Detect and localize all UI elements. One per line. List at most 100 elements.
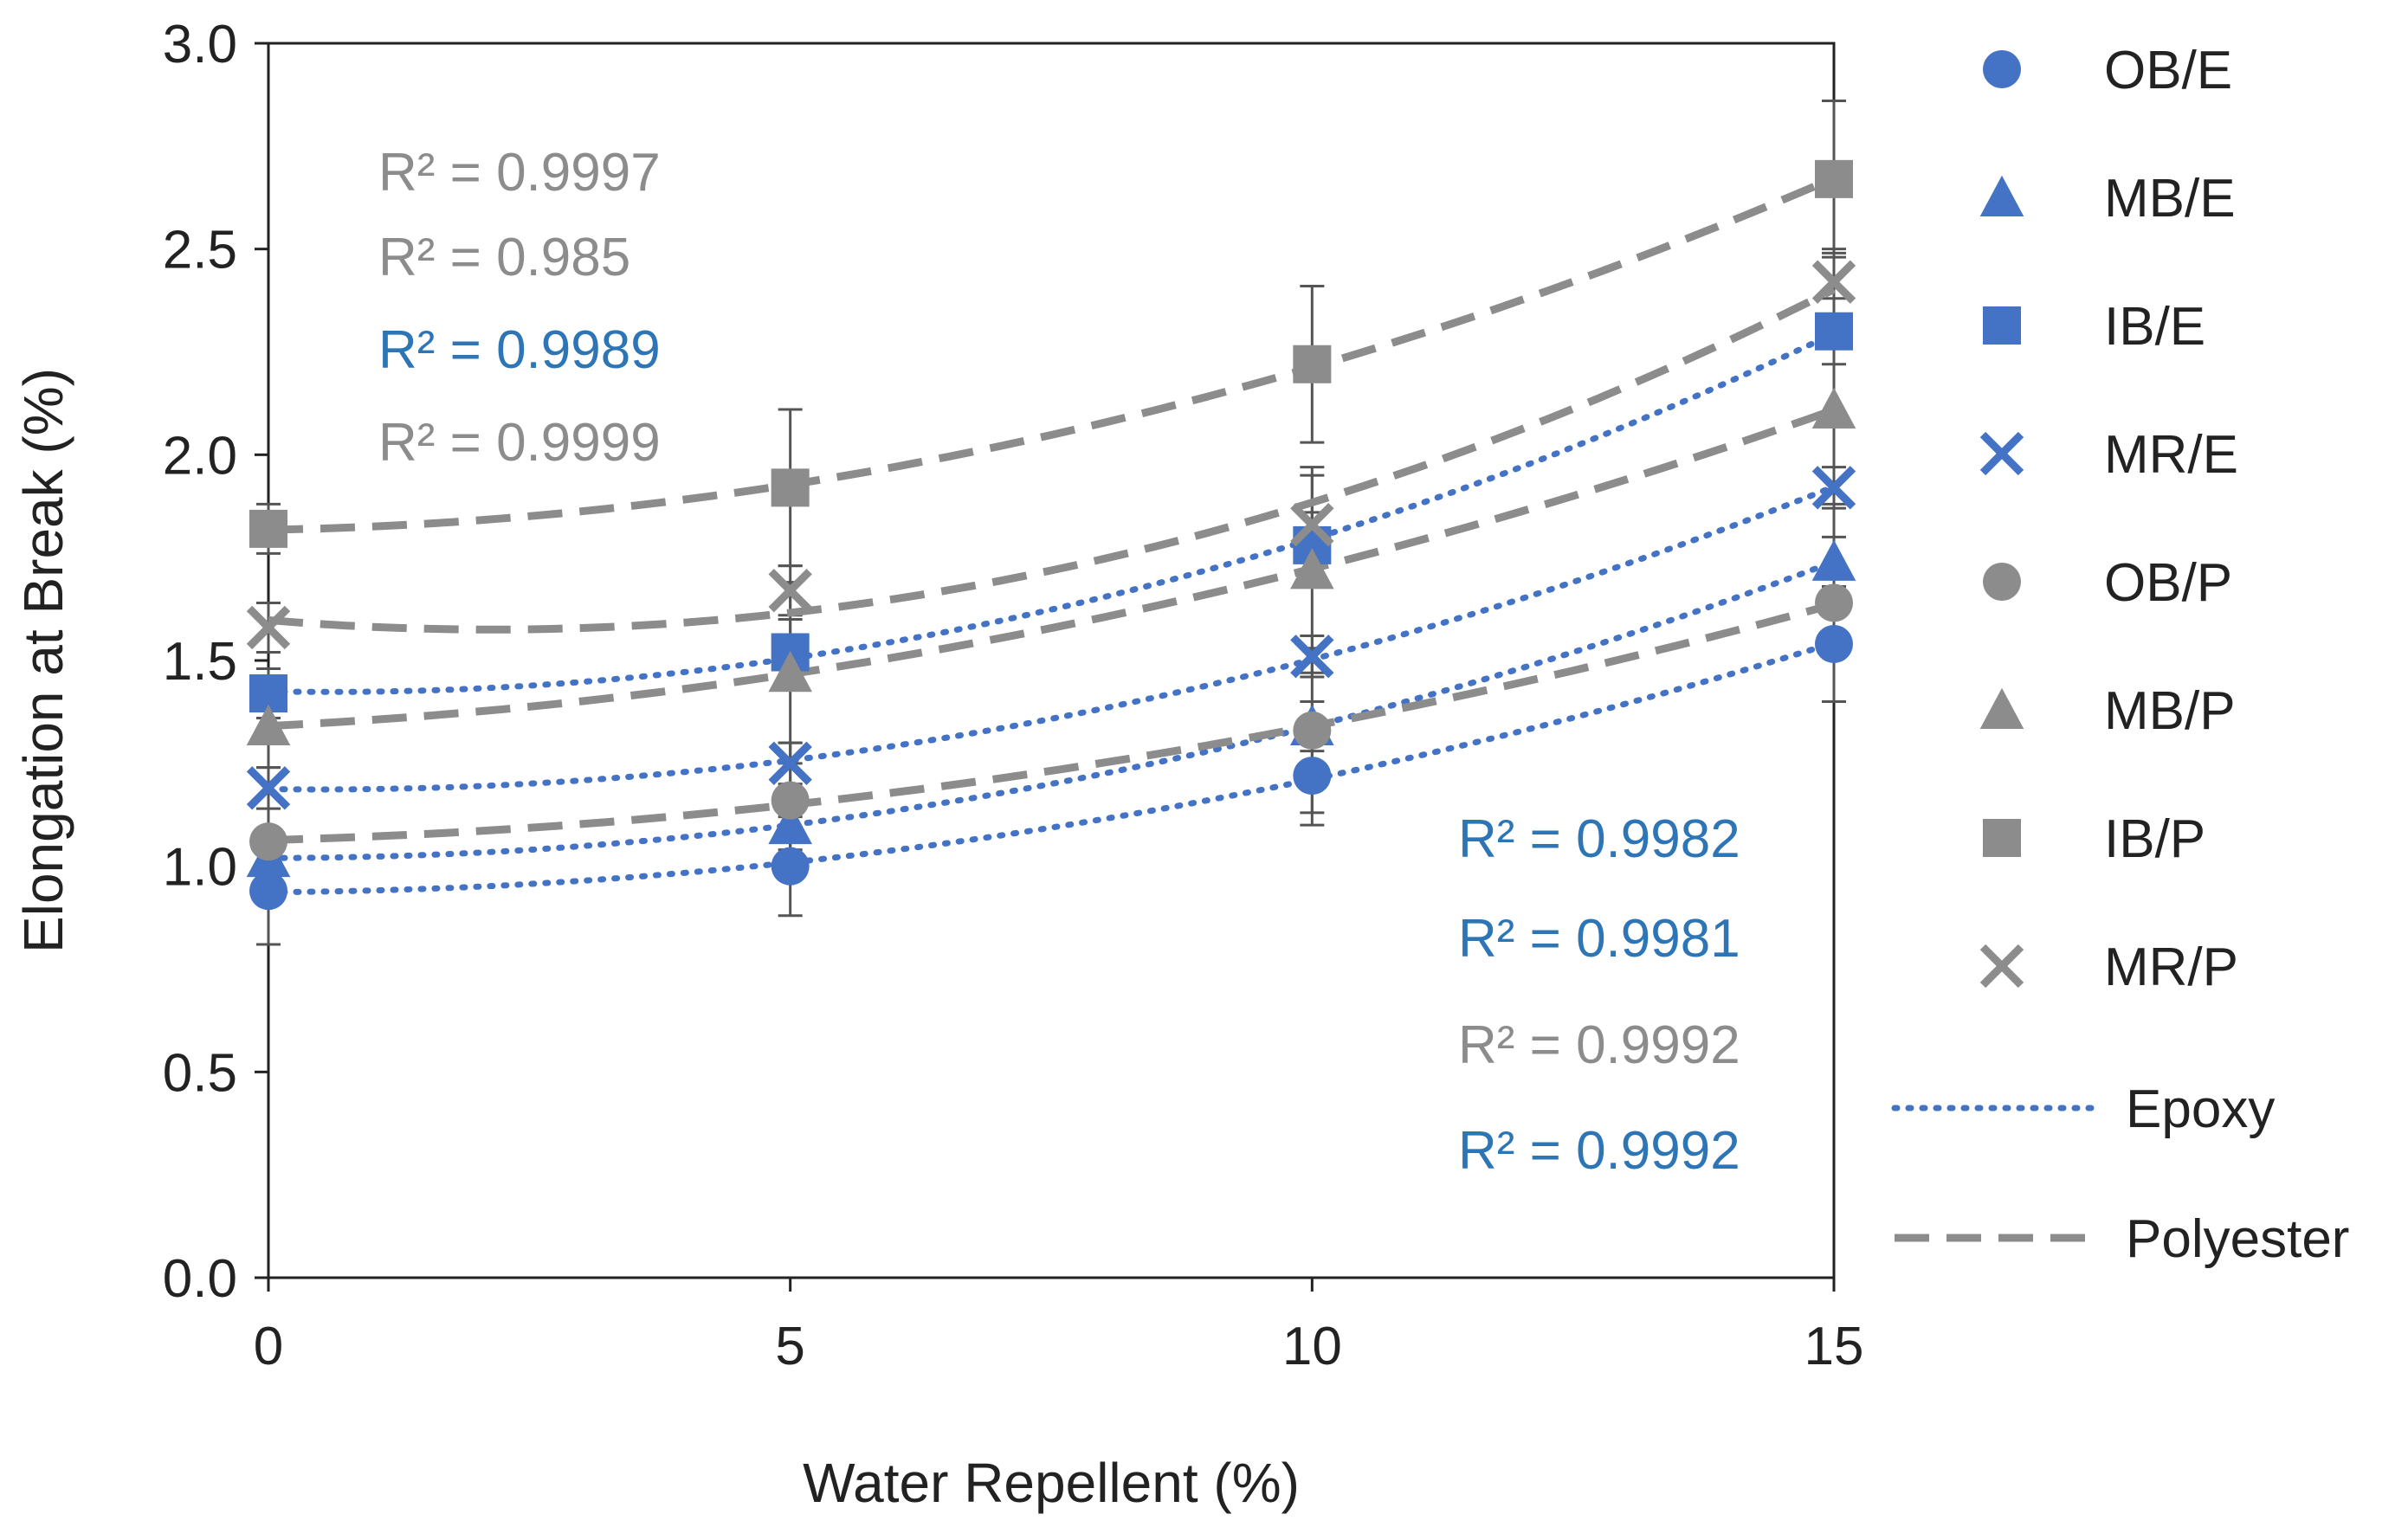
r-squared-annotations: R² = 0.9997 R² = 0.985 R² = 0.9989 R² = 0.9… [378, 143, 1740, 1181]
y-tick-label: 1.5 [163, 632, 237, 692]
legend-entry: MR/P [1979, 937, 2238, 997]
data-point-mr-e [1811, 466, 1856, 510]
legend-label: MR/P [2104, 937, 2238, 997]
legend-label: MR/E [2104, 425, 2238, 485]
legend-label: OB/E [2104, 41, 2232, 100]
x-tick-label: 5 [775, 1317, 804, 1376]
data-point-ob-e [249, 872, 287, 911]
data-point-ob-e [771, 847, 810, 886]
y-tick-label: 0.0 [163, 1249, 237, 1309]
data-point-ib-p [771, 468, 810, 507]
data-point-mb-p [1811, 387, 1856, 429]
axes: 0.0 0.5 1.0 1.5 2.0 2.5 3.0 0 5 10 15 [163, 15, 1864, 1376]
data-point-ob-p [1815, 583, 1853, 622]
r-squared-label: R² = 0.9992 [1458, 1015, 1740, 1075]
data-point-mb-p [768, 650, 812, 693]
data-point-mr-e [768, 741, 812, 786]
legend-entry: Epoxy [1891, 1079, 2275, 1139]
data-point-mr-p [1290, 502, 1334, 547]
legend-label: OB/P [2104, 553, 2232, 613]
data-point-ob-e [1293, 757, 1332, 796]
legend-marker-mb-e [1979, 175, 2024, 216]
legend-marker-mb-p [1979, 687, 2024, 729]
legend-entry: IB/P [1983, 809, 2205, 869]
trendline-ob-p [268, 600, 1836, 844]
legend-entry: IB/E [1983, 297, 2205, 357]
y-tick-label: 0.5 [163, 1043, 237, 1103]
legend-marker-mr-p [1979, 944, 2024, 989]
legend-marker-mr-e [1979, 431, 2024, 476]
data-point-mr-p [1811, 260, 1856, 304]
trendline-mr-p [268, 286, 1837, 634]
x-marker-stroke [1290, 502, 1334, 547]
r-squared-label: R² = 0.9999 [378, 413, 661, 473]
x-tick-label: 0 [254, 1317, 283, 1376]
legend-marker-ob-p [1983, 563, 2021, 601]
x-marker-stroke [1979, 944, 2024, 989]
legend-label: MB/P [2104, 681, 2236, 741]
legend: OB/E MB/E IB/E MR/E OB/P MB/P IB/P MR/P Epoxy Pol… [1891, 41, 2349, 1269]
x-tick-label: 10 [1282, 1317, 1342, 1376]
x-marker-stroke [1811, 466, 1856, 510]
data-point-ib-p [1293, 345, 1332, 383]
x-marker-stroke [768, 741, 812, 786]
data-point-ob-e [1815, 624, 1853, 663]
legend-entry: OB/P [1983, 553, 2232, 613]
data-point-ob-p [1293, 711, 1332, 750]
data-point-mr-e [1290, 635, 1334, 679]
r-squared-label: R² = 0.9982 [1458, 809, 1740, 869]
y-tick-label: 1.0 [163, 838, 237, 898]
r-squared-label: R² = 0.9992 [1458, 1121, 1740, 1181]
x-marker-stroke [246, 766, 291, 810]
data-point-mr-p [246, 605, 291, 650]
legend-label: IB/P [2104, 809, 2205, 869]
r-squared-label: R² = 0.9989 [378, 320, 661, 380]
data-point-mb-p [246, 704, 291, 746]
y-tick-label: 2.0 [163, 426, 237, 486]
data-point-mb-e [768, 802, 812, 845]
trendline-ib-p [268, 174, 1836, 534]
y-axis-title: Elongation at Break (%) [12, 368, 74, 953]
x-marker-stroke [246, 605, 291, 650]
trendline-ob-e [265, 640, 1837, 896]
r-squared-label: R² = 0.985 [378, 228, 630, 287]
legend-entry: MB/P [1979, 681, 2236, 741]
data-point-mb-p [1290, 548, 1334, 590]
legend-entry: Polyester [1895, 1209, 2349, 1269]
x-marker-stroke [1811, 260, 1856, 304]
trendline-ib-e [265, 330, 1837, 695]
legend-entry: MB/E [1979, 169, 2236, 229]
x-marker-stroke [768, 569, 812, 613]
legend-marker-ib-e [1983, 306, 2021, 345]
x-axis-title: Water Repellent (%) [803, 1452, 1300, 1514]
r-squared-label: R² = 0.9997 [378, 143, 661, 203]
legend-marker-ob-e [1983, 50, 2021, 88]
legend-label: IB/E [2104, 297, 2205, 357]
data-point-mr-p [768, 569, 812, 613]
trendline-mb-e [265, 558, 1837, 861]
trendline-mr-e [265, 483, 1837, 793]
x-marker-stroke [1290, 635, 1334, 679]
legend-label: MB/E [2104, 169, 2236, 229]
x-tick-label: 15 [1804, 1317, 1864, 1376]
legend-label: Polyester [2126, 1209, 2349, 1269]
legend-entry: OB/E [1983, 41, 2232, 100]
x-marker-stroke [1979, 431, 2024, 476]
r-squared-label: R² = 0.9981 [1458, 909, 1740, 969]
legend-label: Epoxy [2126, 1079, 2275, 1139]
data-point-ib-p [249, 509, 287, 548]
data-point-mr-e [246, 766, 291, 810]
trendline-mb-p [268, 406, 1836, 731]
legend-entry: MR/E [1979, 425, 2238, 485]
legend-marker-ib-p [1983, 819, 2021, 857]
data-point-ob-p [771, 781, 810, 820]
y-tick-label: 3.0 [163, 15, 237, 74]
data-point-ib-p [1815, 159, 1853, 198]
y-tick-label: 2.5 [163, 221, 237, 280]
data-point-ob-p [249, 822, 287, 861]
data-point-mb-e [1811, 539, 1856, 581]
data-points [246, 159, 1856, 911]
trendlines [265, 174, 1837, 896]
data-point-ib-e [1815, 312, 1853, 351]
